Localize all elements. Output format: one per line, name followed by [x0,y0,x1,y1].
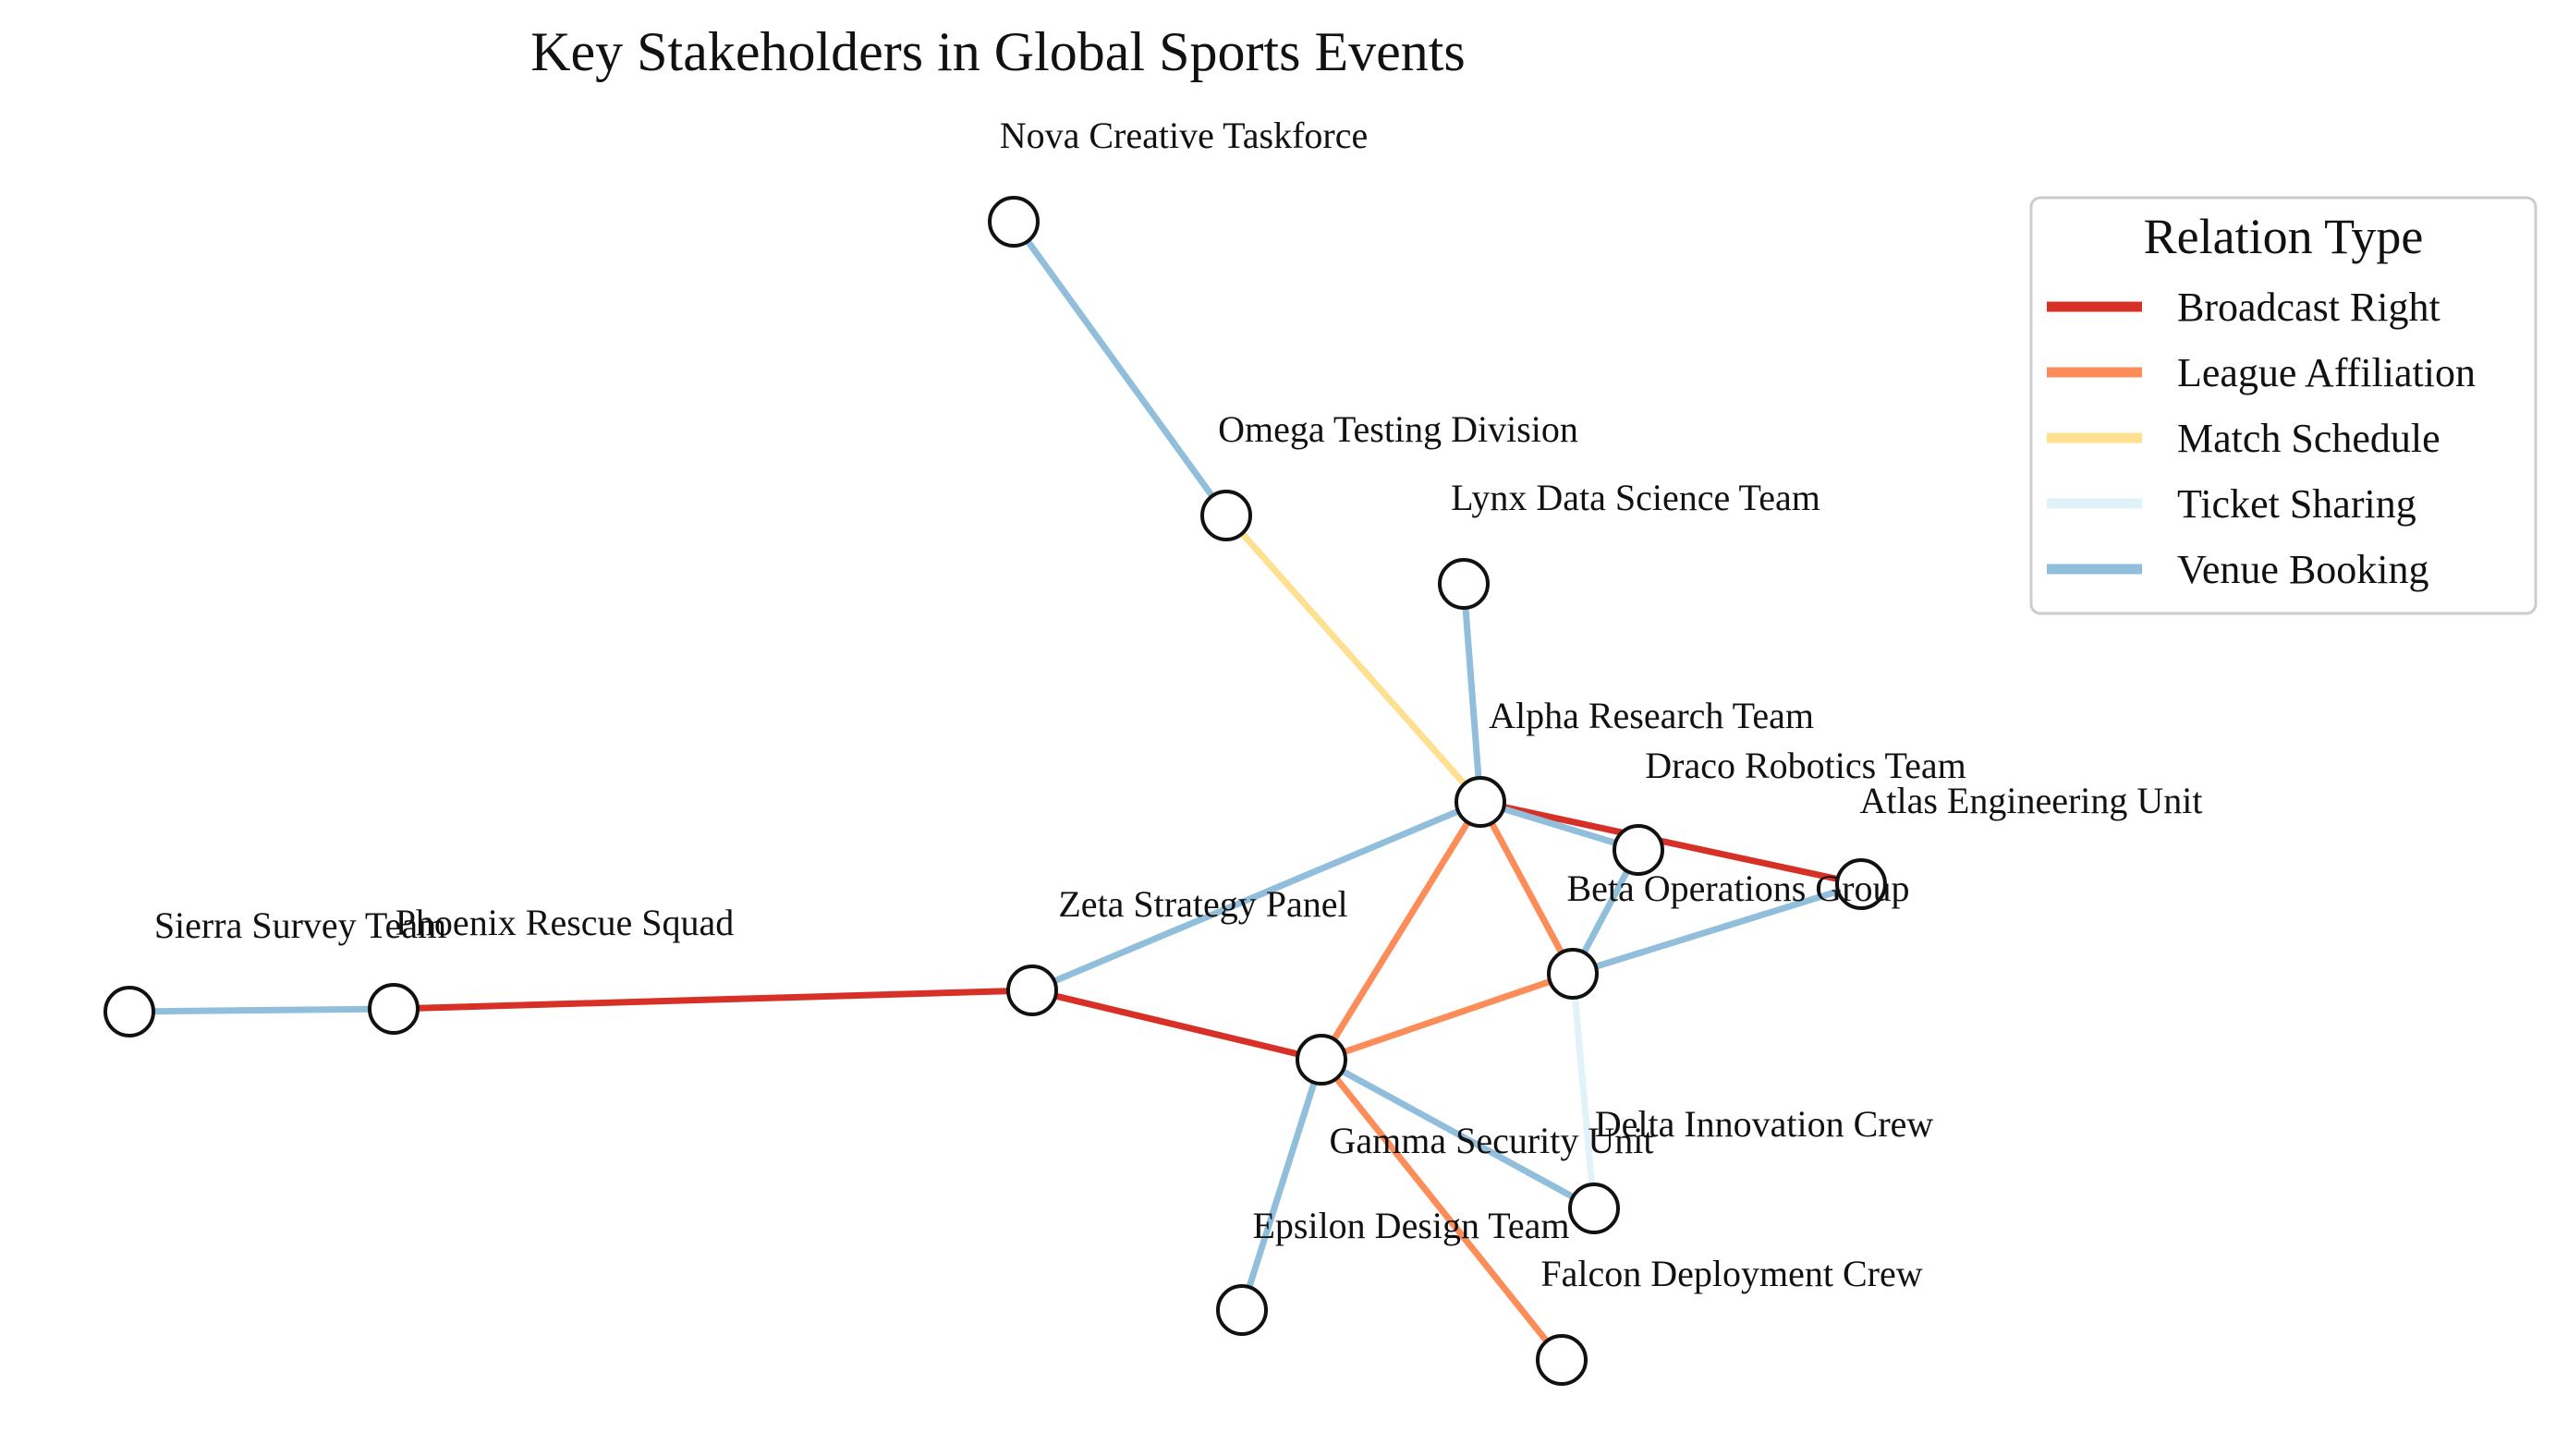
edge-alpha-gamma [1319,800,1483,1062]
labels-layer: Nova Creative Taskforce Omega Testing Div… [154,115,2203,1294]
edge-phoenix-sierra [128,1005,395,1015]
node-label-phoenix: Phoenix Rescue Squad [396,902,735,943]
legend-label-schedule: Match Schedule [2177,416,2440,461]
node-label-falcon: Falcon Deployment Crew [1540,1253,1922,1294]
legend-items: Broadcast Right League Affiliation Match S… [2047,285,2476,592]
legend-title: Relation Type [2144,209,2424,264]
node-label-alpha: Alpha Research Team [1489,695,1814,736]
node-label-beta: Beta Operations Group [1566,868,1909,909]
edge-lynx-alpha [1460,583,1484,803]
node-draco[interactable] [1613,824,1664,876]
legend-label-league: League Affiliation [2177,350,2476,395]
node-delta[interactable] [1568,1183,1620,1234]
node-label-draco: Draco Robotics Team [1645,745,1966,786]
node-label-lynx: Lynx Data Science Team [1451,477,1820,518]
legend-item-league: League Affiliation [2047,350,2476,395]
edge-omega-alpha [1223,513,1483,805]
node-beta[interactable] [1547,948,1599,1000]
legend-item-schedule: Match Schedule [2047,416,2440,461]
legend-item-broadcast: Broadcast Right [2047,285,2440,330]
node-falcon[interactable] [1536,1334,1588,1386]
nodes-layer [103,196,1887,1386]
node-atlas[interactable] [1835,858,1887,910]
edge-gamma-delta [1320,1056,1596,1212]
edge-alpha-atlas [1479,798,1862,888]
node-label-epsilon: Epsilon Design Team [1252,1205,1569,1246]
edge-beta-gamma [1320,970,1575,1063]
node-epsilon[interactable] [1216,1284,1268,1336]
edge-nova-omega [1011,219,1229,518]
legend-label-venue: Venue Booking [2177,547,2429,592]
node-alpha[interactable] [1454,776,1506,828]
legend-item-venue: Venue Booking [2047,547,2429,592]
node-omega[interactable] [1200,490,1252,541]
edge-zeta-phoenix [393,987,1033,1013]
node-label-nova: Nova Creative Taskforce [1000,115,1369,156]
node-label-zeta: Zeta Strategy Panel [1058,883,1347,925]
edges-layer [128,219,1863,1363]
edge-zeta-gamma [1031,987,1322,1063]
node-phoenix[interactable] [368,983,420,1035]
edge-alpha-draco [1479,798,1640,854]
edge-gamma-falcon [1319,1057,1564,1363]
legend: Relation Type Broadcast Right League Affi… [2029,196,2538,615]
legend-item-ticket: Ticket Sharing [2047,481,2416,527]
node-label-sierra: Sierra Survey Team [154,904,446,946]
node-label-gamma: Gamma Security Unit [1329,1120,1653,1161]
node-gamma[interactable] [1296,1034,1347,1086]
edge-atlas-beta [1571,880,1863,977]
diagram-title: Key Stakeholders in Global Sports Events [530,21,1466,82]
legend-label-broadcast: Broadcast Right [2177,285,2440,330]
node-sierra[interactable] [103,986,155,1037]
edge-gamma-epsilon [1238,1058,1325,1312]
node-label-omega: Omega Testing Division [1218,408,1578,450]
node-nova[interactable] [988,196,1040,248]
edge-beta-delta [1569,973,1598,1209]
legend-box [2029,196,2538,615]
node-zeta[interactable] [1006,965,1058,1016]
node-label-atlas: Atlas Engineering Unit [1859,780,2202,821]
node-label-delta: Delta Innovation Crew [1595,1103,1934,1145]
legend-label-ticket: Ticket Sharing [2177,481,2416,527]
edge-alpha-zeta [1030,798,1482,994]
edge-alpha-beta [1477,800,1576,976]
node-lynx[interactable] [1438,558,1490,610]
